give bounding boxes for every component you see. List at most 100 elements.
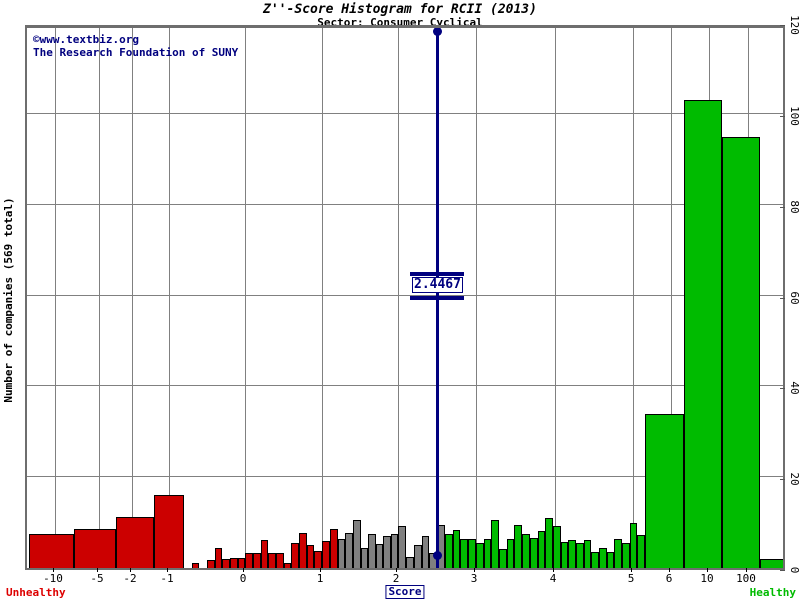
y-tick-mark [780, 206, 785, 208]
histogram-bar [361, 548, 368, 568]
score-marker-bottom-dot [433, 551, 442, 560]
gridline-horizontal [27, 203, 783, 205]
histogram-bar [376, 543, 383, 568]
credits-line-2: The Research Foundation of SUNY [33, 46, 239, 59]
histogram-bar [722, 136, 760, 568]
histogram-bar [545, 518, 553, 568]
x-tick-mark [746, 568, 747, 572]
x-tick-label: -2 [123, 572, 137, 585]
x-tick-mark [130, 568, 131, 572]
score-marker-lower-bar [410, 296, 464, 301]
histogram-bar [314, 551, 322, 568]
y-tick-mark [780, 570, 785, 571]
y-tick-label: 40 [788, 381, 800, 395]
gridline-vertical [55, 28, 56, 568]
histogram-bar [414, 545, 422, 568]
chart-title: Z''-Score Histogram for RCII (2013) [263, 2, 537, 17]
gridline-horizontal [27, 385, 783, 387]
healthy-label: Healthy [749, 586, 796, 599]
histogram-bar [422, 536, 429, 568]
x-tick-label: 1 [316, 572, 324, 585]
histogram-bar [622, 542, 630, 568]
histogram-bar [330, 529, 338, 568]
x-tick-label: 100 [736, 572, 756, 585]
histogram-bar [445, 534, 453, 568]
x-tick-mark [53, 568, 54, 572]
histogram-bar [207, 560, 215, 568]
x-tick-label: 2 [392, 572, 400, 585]
histogram-bar [192, 562, 199, 568]
histogram-bar [284, 562, 291, 568]
x-tick-label: 10 [700, 572, 714, 585]
histogram-bar [484, 538, 491, 568]
gridline-vertical [99, 28, 100, 568]
score-marker-value-label: 2.4467 [412, 277, 463, 294]
histogram-bar [368, 534, 376, 568]
x-tick-mark [396, 568, 397, 572]
histogram-bar [353, 520, 361, 568]
x-tick-label: -10 [43, 572, 63, 585]
gridline-horizontal [27, 112, 783, 114]
y-tick-label: 20 [788, 472, 800, 486]
histogram-bar [630, 523, 637, 568]
histogram-bar [637, 535, 645, 568]
x-tick-mark [631, 568, 632, 572]
y-tick-mark [780, 479, 785, 481]
gridline-horizontal [27, 294, 783, 296]
histogram-bar [538, 530, 545, 568]
histogram-bar [607, 551, 614, 568]
gridline-vertical [555, 28, 556, 568]
histogram-bar [398, 525, 406, 568]
histogram-bar [576, 543, 584, 568]
gridline-vertical [245, 28, 246, 568]
gridline-vertical [633, 28, 634, 568]
plot-area: 2.4467 ©www.textbiz.org The Research Fou… [25, 25, 785, 570]
histogram-bar [491, 520, 499, 568]
gridline-vertical [322, 28, 323, 568]
y-tick-mark [780, 297, 785, 299]
histogram-bar [599, 548, 607, 568]
gridline-vertical [398, 28, 399, 568]
score-marker-upper-bar [410, 272, 464, 277]
score-marker-top-dot [433, 28, 442, 37]
y-tick-label: 60 [788, 290, 800, 305]
histogram-bar [338, 539, 345, 568]
histogram-bar [29, 533, 74, 568]
unhealthy-label: Unhealthy [6, 586, 66, 599]
histogram-bar [507, 539, 514, 568]
histogram-bar [684, 100, 722, 568]
gridline-vertical [169, 28, 170, 568]
histogram-bar [154, 495, 184, 568]
histogram-bar [261, 539, 268, 568]
histogram-bar [561, 541, 568, 568]
plot-inner: 2.4467 [27, 28, 783, 568]
gridline-vertical [476, 28, 477, 568]
histogram-bar [383, 535, 391, 568]
x-tick-mark [97, 568, 98, 572]
x-tick-label: 0 [239, 572, 247, 585]
y-tick-mark [780, 388, 785, 390]
y-tick-label: 120 [788, 15, 800, 35]
histogram-bar [116, 517, 154, 568]
histogram-bar [230, 558, 238, 568]
x-tick-mark [707, 568, 708, 572]
credits-block: ©www.textbiz.org The Research Foundation… [33, 33, 238, 59]
x-tick-mark [167, 568, 168, 572]
y-tick-mark [780, 25, 785, 26]
x-tick-label: -5 [90, 572, 104, 585]
histogram-bar [291, 543, 299, 568]
x-tick-mark [474, 568, 475, 572]
histogram-bar [530, 538, 538, 568]
histogram-bar [276, 553, 284, 568]
histogram-bar [614, 539, 622, 568]
x-tick-label: -1 [160, 572, 174, 585]
histogram-bar [391, 533, 398, 568]
credits-line-1: ©www.textbiz.org [33, 33, 139, 46]
histogram-bar [522, 534, 530, 568]
histogram-bar [460, 539, 468, 568]
histogram-bar [553, 525, 561, 568]
x-tick-label: 4 [549, 572, 557, 585]
x-tick-label: 6 [665, 572, 673, 585]
histogram-bar [584, 539, 591, 568]
